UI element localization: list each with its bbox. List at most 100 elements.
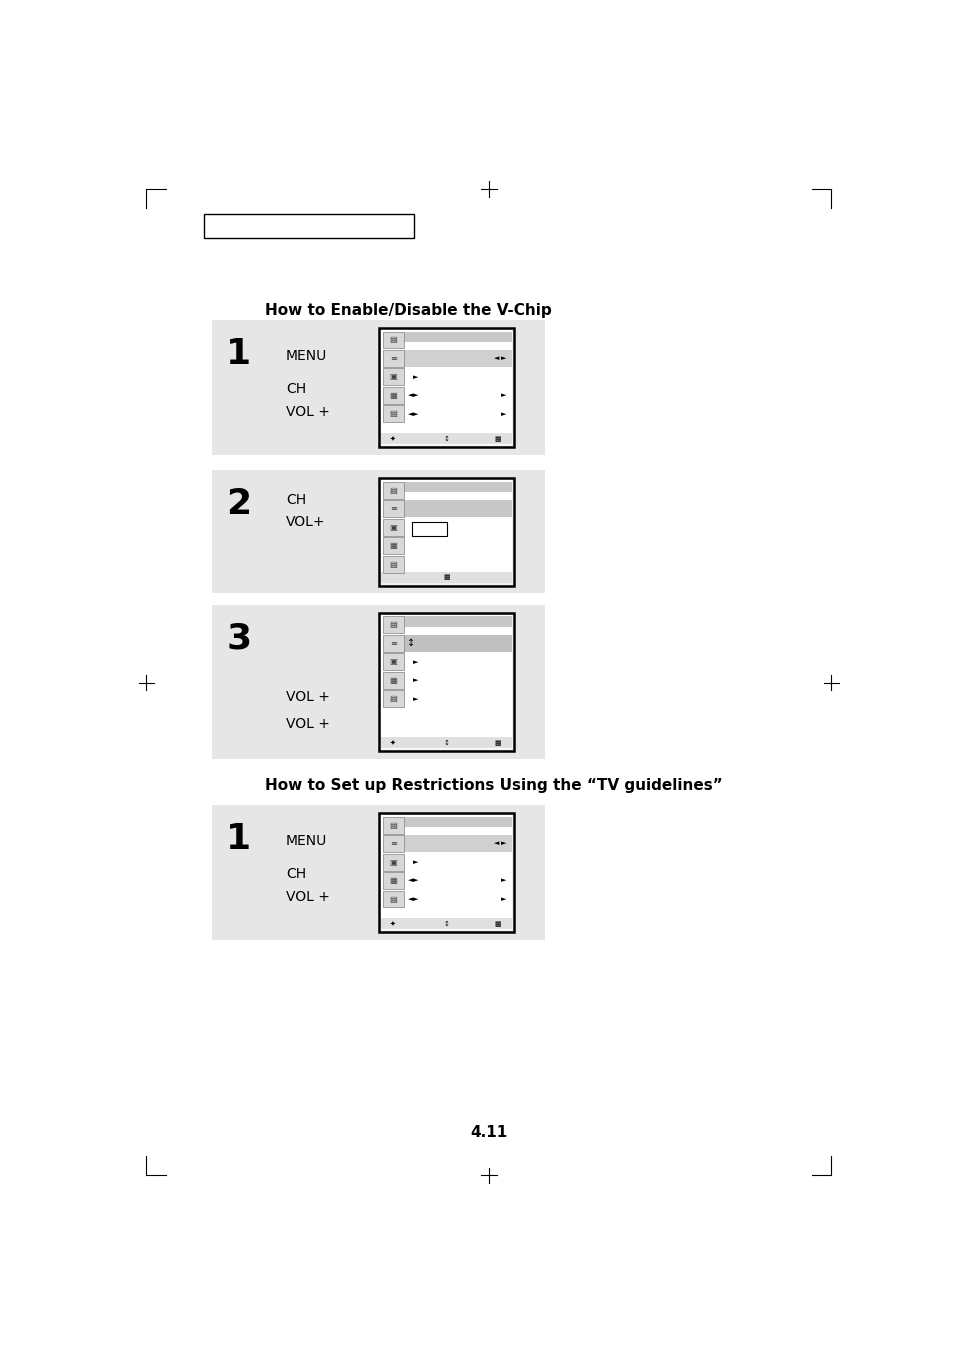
Text: ▦: ▦	[494, 435, 500, 442]
Bar	[382, 386, 404, 404]
Bar	[381, 434, 512, 444]
Text: CH: CH	[286, 381, 306, 396]
Text: ↕: ↕	[443, 740, 449, 746]
Bar	[381, 480, 512, 584]
Text: ▣: ▣	[389, 658, 397, 666]
Text: ▤: ▤	[389, 559, 397, 569]
Bar	[382, 538, 404, 554]
Text: CH: CH	[286, 867, 306, 881]
Bar	[381, 815, 512, 929]
Text: ▦: ▦	[494, 920, 500, 927]
Text: ▣: ▣	[389, 858, 397, 866]
Bar	[382, 405, 404, 423]
Text: ▤: ▤	[389, 694, 397, 704]
Bar	[212, 320, 545, 455]
Bar	[382, 890, 404, 908]
Bar	[404, 816, 512, 827]
Bar	[404, 331, 512, 342]
Text: ►: ►	[501, 878, 506, 884]
Text: VOL +: VOL +	[286, 405, 330, 419]
Text: ▤: ▤	[389, 485, 397, 494]
Bar	[382, 854, 404, 870]
Text: 4.11: 4.11	[470, 1124, 507, 1140]
Text: ►: ►	[501, 392, 506, 399]
Bar	[381, 919, 512, 929]
Text: How to Enable/Disable the V-Chip: How to Enable/Disable the V-Chip	[265, 303, 551, 317]
Text: ✦: ✦	[390, 740, 395, 746]
Text: ►: ►	[413, 677, 418, 684]
Bar	[204, 215, 414, 238]
Bar	[382, 500, 404, 517]
Text: VOL +: VOL +	[286, 716, 330, 731]
Bar	[382, 690, 404, 708]
Text: ↕: ↕	[443, 920, 449, 927]
Text: ◄: ◄	[408, 392, 414, 399]
Bar	[382, 369, 404, 385]
Text: ◄: ◄	[408, 878, 414, 884]
Text: ≡: ≡	[390, 354, 396, 363]
Text: ►: ►	[413, 411, 418, 417]
Bar	[381, 571, 512, 582]
Text: ≡: ≡	[390, 639, 396, 648]
Text: ►: ►	[413, 878, 418, 884]
Bar	[382, 482, 404, 499]
Bar	[212, 805, 545, 940]
Text: ▦: ▦	[389, 390, 397, 400]
Bar	[382, 871, 404, 889]
Bar	[382, 816, 404, 834]
Bar	[382, 616, 404, 634]
Bar	[378, 478, 514, 585]
Bar	[381, 330, 512, 444]
Text: ►: ►	[413, 696, 418, 701]
Text: MENU: MENU	[286, 349, 327, 363]
Bar	[404, 482, 512, 493]
Text: ▤: ▤	[389, 894, 397, 904]
Text: ▣: ▣	[389, 523, 397, 531]
Text: ▦: ▦	[494, 740, 500, 746]
Bar	[382, 654, 404, 670]
Text: 2: 2	[226, 488, 251, 521]
Text: ►: ►	[413, 896, 418, 902]
Bar	[404, 616, 512, 627]
Bar	[378, 612, 514, 751]
Bar	[404, 500, 512, 517]
Text: ≡: ≡	[390, 504, 396, 513]
Bar	[382, 635, 404, 651]
Text: ↕: ↕	[406, 639, 415, 648]
Bar	[382, 835, 404, 852]
Text: ►: ►	[413, 392, 418, 399]
Text: ◄: ◄	[493, 840, 498, 847]
Text: ▤: ▤	[389, 620, 397, 630]
Bar	[212, 470, 545, 593]
Bar	[382, 555, 404, 573]
Bar	[404, 635, 512, 651]
Bar	[382, 331, 404, 349]
Text: ►: ►	[413, 374, 418, 380]
Text: ►: ►	[501, 840, 506, 847]
Text: ✦: ✦	[390, 920, 395, 927]
Text: ◄: ◄	[408, 411, 414, 417]
Bar	[382, 519, 404, 535]
Text: ▤: ▤	[389, 820, 397, 830]
Bar	[378, 813, 514, 932]
Text: ↕: ↕	[443, 435, 449, 442]
Text: ▦: ▦	[442, 574, 449, 580]
Text: ▤: ▤	[389, 409, 397, 419]
Text: ►: ►	[501, 411, 506, 417]
Text: How to Set up Restrictions Using the “TV guidelines”: How to Set up Restrictions Using the “TV…	[265, 778, 722, 793]
Bar	[382, 350, 404, 367]
Text: ≡: ≡	[390, 839, 396, 848]
Text: ◄: ◄	[493, 355, 498, 362]
Text: ►: ►	[413, 659, 418, 665]
Bar	[382, 671, 404, 689]
Text: ▦: ▦	[389, 875, 397, 885]
Text: CH: CH	[286, 493, 306, 507]
Text: ►: ►	[501, 355, 506, 362]
Text: VOL+: VOL+	[286, 515, 325, 528]
Text: ▤: ▤	[389, 335, 397, 345]
Text: ▦: ▦	[389, 676, 397, 685]
Text: VOL +: VOL +	[286, 890, 330, 904]
Text: ✦: ✦	[390, 435, 395, 442]
Text: 1: 1	[226, 821, 251, 857]
Text: ►: ►	[413, 859, 418, 865]
